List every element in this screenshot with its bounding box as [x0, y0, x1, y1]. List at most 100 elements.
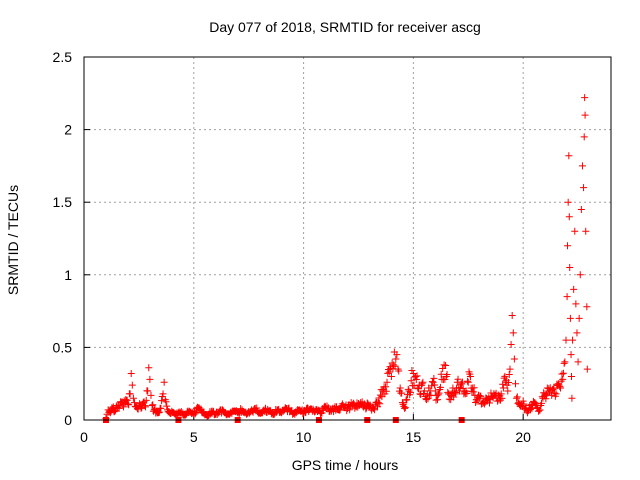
data-point — [382, 387, 390, 395]
data-point — [505, 379, 513, 387]
grid — [84, 57, 611, 420]
data-point — [376, 400, 384, 408]
data-point — [396, 384, 404, 392]
x-tick-label: 20 — [515, 429, 531, 445]
data-point — [147, 391, 155, 399]
data-point — [541, 390, 549, 398]
data-point — [454, 375, 462, 383]
data-point — [508, 311, 516, 319]
y-axis-label: SRMTID / TECUs — [5, 185, 21, 295]
data-point — [408, 366, 416, 374]
x-tick-label: 5 — [190, 429, 198, 445]
data-point — [398, 389, 406, 397]
data-point — [562, 336, 570, 344]
data-point — [149, 401, 157, 409]
data-point — [577, 205, 585, 213]
data-point — [125, 401, 133, 409]
y-tick-label: 1.5 — [53, 194, 73, 210]
data-point — [370, 404, 378, 412]
data-point — [157, 404, 165, 412]
data-point — [572, 300, 580, 308]
data-point — [498, 394, 506, 402]
data-point — [450, 393, 458, 401]
data-point — [581, 94, 589, 102]
data-point — [382, 383, 390, 391]
data-point — [555, 381, 563, 389]
data-point — [496, 396, 504, 404]
data-point — [557, 377, 565, 385]
data-point — [419, 378, 427, 386]
data-point — [414, 385, 422, 393]
data-point — [455, 387, 463, 395]
data-point — [430, 374, 438, 382]
data-point — [556, 383, 564, 391]
data-point — [106, 409, 114, 417]
data-point — [558, 370, 566, 378]
data-point — [458, 380, 466, 388]
data-point — [197, 405, 205, 413]
data-point — [505, 371, 513, 379]
data-point — [564, 242, 572, 250]
data-point — [134, 405, 142, 413]
data-point — [144, 387, 152, 395]
data-point — [401, 404, 409, 412]
data-point — [581, 111, 589, 119]
data-point — [451, 390, 459, 398]
x-axis-label: GPS time / hours — [292, 457, 399, 473]
data-point — [424, 395, 432, 403]
x-tick-label: 10 — [296, 429, 312, 445]
data-point — [391, 362, 399, 370]
data-point — [401, 404, 409, 412]
data-point — [561, 358, 569, 366]
data-point — [570, 285, 578, 293]
data-point — [253, 404, 261, 412]
data-point — [191, 410, 199, 418]
data-point — [507, 340, 515, 348]
data-point — [414, 384, 422, 392]
data-point — [571, 227, 579, 235]
data-point — [499, 384, 507, 392]
data-point — [141, 403, 149, 411]
y-tick-label: 0.5 — [53, 339, 73, 355]
data-point — [511, 380, 519, 388]
data-point — [469, 388, 477, 396]
data-point — [141, 402, 149, 410]
data-point — [542, 395, 550, 403]
data-point — [146, 375, 154, 383]
y-tick-label: 1 — [64, 267, 72, 283]
data-point — [398, 399, 406, 407]
data-point — [108, 404, 116, 412]
data-point — [452, 388, 460, 396]
data-point — [385, 368, 393, 376]
data-point — [420, 387, 428, 395]
data-point — [439, 365, 447, 373]
data-point — [549, 385, 557, 393]
data-point — [126, 390, 134, 398]
data-point — [573, 329, 581, 337]
data-point — [142, 396, 150, 404]
data-point — [443, 371, 451, 379]
data-point — [513, 394, 521, 402]
data-point — [115, 404, 123, 412]
data-point — [437, 370, 445, 378]
data-point — [494, 397, 502, 405]
data-point — [565, 213, 573, 221]
data-point — [569, 336, 577, 344]
data-point — [494, 391, 502, 399]
x-tick-label: 15 — [406, 429, 422, 445]
plot-frame — [83, 56, 612, 421]
data-point — [582, 227, 590, 235]
data-point — [387, 372, 395, 380]
data-point — [128, 381, 136, 389]
data-point — [403, 396, 411, 404]
data-point — [510, 355, 518, 363]
data-point — [580, 184, 588, 192]
data-point — [405, 387, 413, 395]
data-point — [578, 162, 586, 170]
data-point — [574, 358, 582, 366]
data-point — [423, 396, 431, 404]
data-point — [137, 404, 145, 412]
data-point — [431, 387, 439, 395]
